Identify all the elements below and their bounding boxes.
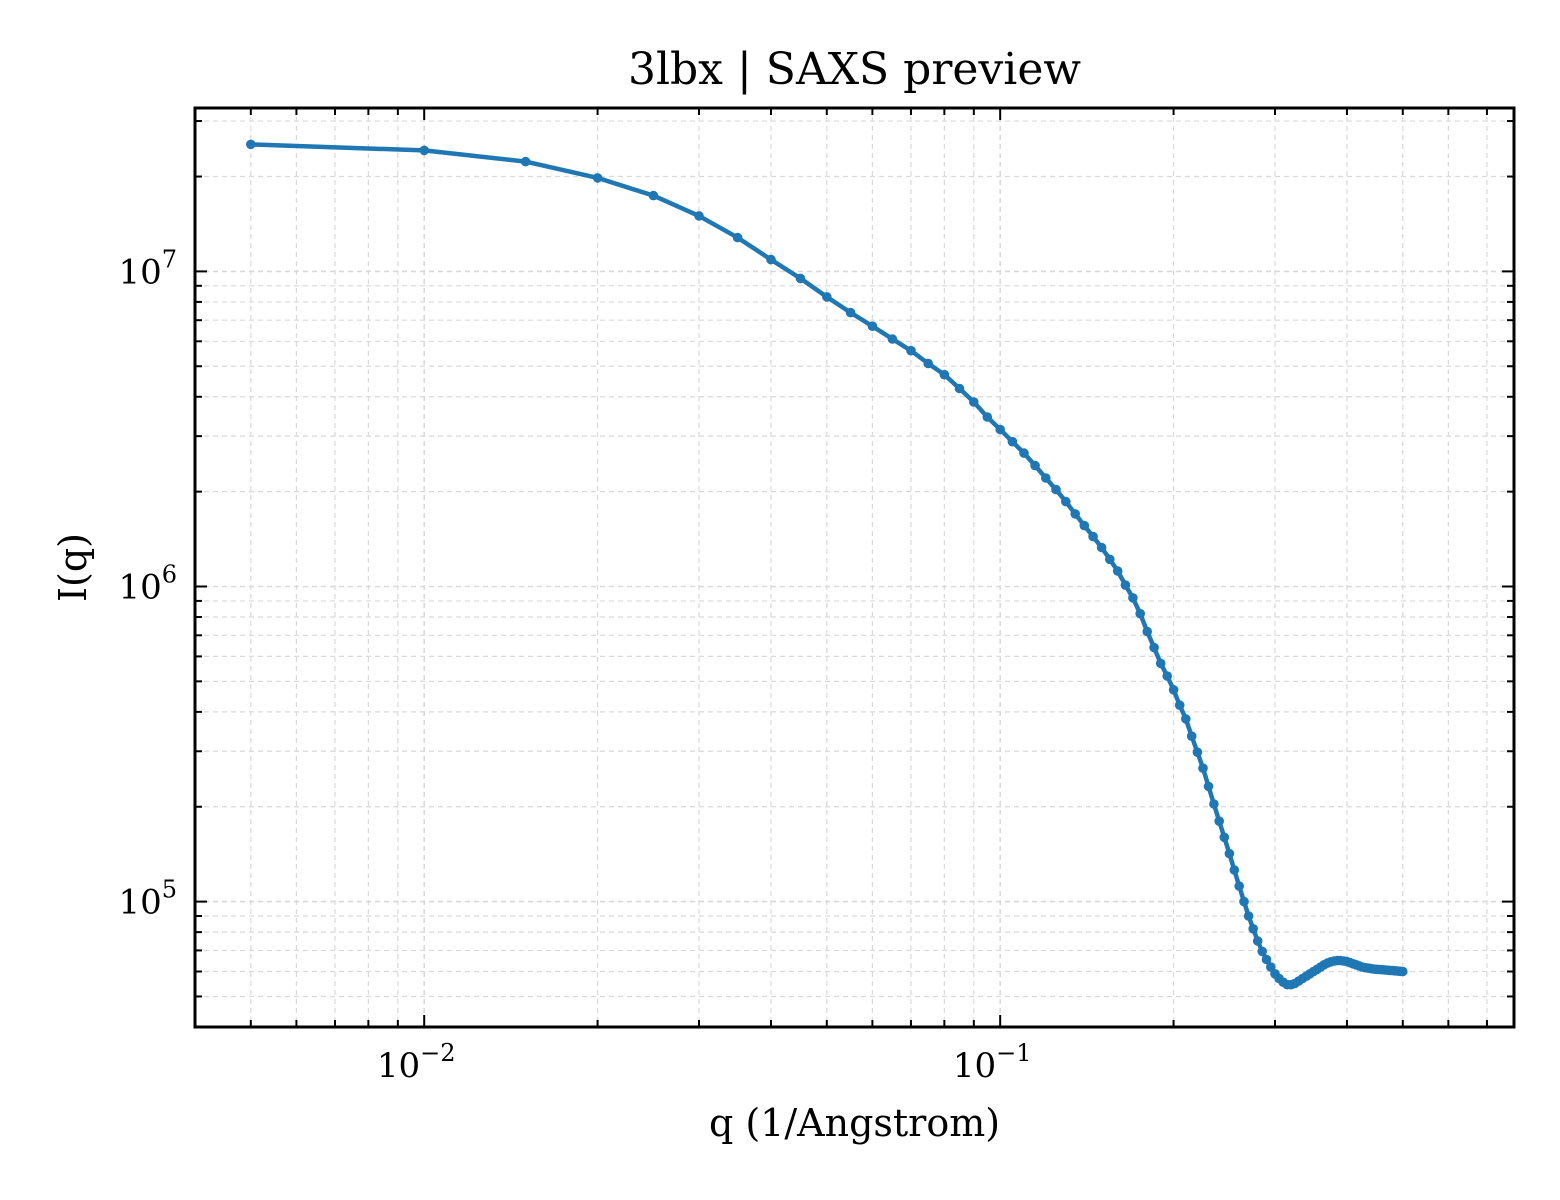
data-point — [1203, 781, 1214, 792]
data-point — [1142, 626, 1152, 637]
data-point — [1239, 896, 1249, 907]
data-point — [419, 145, 430, 156]
data-point — [1120, 580, 1131, 590]
data-point — [1088, 531, 1098, 542]
chart-title: 3lbx | SAXS preview — [628, 44, 1081, 95]
data-point — [1234, 881, 1244, 891]
plot-frame — [193, 106, 1516, 1029]
x-tick-label: 10−1 — [953, 1039, 1032, 1086]
data-point — [1174, 700, 1185, 710]
data-point — [1096, 542, 1107, 553]
data-point — [1019, 448, 1029, 458]
data-point — [1192, 747, 1203, 757]
data-point — [1214, 816, 1224, 826]
data-point — [1105, 554, 1115, 565]
minor-grid — [194, 108, 1514, 1028]
data-point — [795, 273, 806, 284]
data-point — [1186, 731, 1197, 741]
y-tick-label: 107 — [118, 245, 177, 292]
data-point — [1398, 966, 1408, 977]
data-point — [520, 156, 531, 167]
data-point — [954, 383, 965, 394]
data-point — [969, 397, 979, 407]
series-layer — [246, 139, 1408, 990]
data-point — [923, 358, 933, 369]
data-point — [592, 173, 603, 183]
data-point — [1061, 496, 1071, 507]
data-point — [246, 139, 256, 150]
data-point — [1070, 509, 1080, 519]
data-point — [1079, 520, 1090, 531]
data-point — [648, 190, 659, 201]
data-point — [1112, 566, 1123, 576]
data-point — [982, 412, 993, 422]
data-point — [1149, 642, 1159, 653]
major-grid — [195, 108, 1514, 1027]
data-point — [1229, 865, 1240, 875]
y-tick-label: 105 — [118, 876, 177, 923]
data-point — [1181, 714, 1191, 724]
data-point — [1257, 946, 1267, 957]
data-point — [1041, 473, 1051, 483]
data-point — [906, 345, 916, 356]
y-tick-label: 106 — [118, 560, 177, 607]
data-point — [1168, 685, 1179, 695]
data-point — [1155, 658, 1166, 669]
data-point — [1135, 608, 1145, 619]
data-point — [694, 211, 704, 221]
data-point — [1128, 593, 1138, 603]
tick-labels: 10−2 10−1 105 106 107 — [118, 245, 1031, 1086]
data-point — [1224, 848, 1235, 859]
data-point — [887, 334, 898, 344]
y-axis-label: I(q) — [51, 533, 95, 602]
data-point — [939, 369, 950, 380]
data-point — [1219, 832, 1230, 843]
data-point — [1030, 460, 1040, 471]
data-point — [1007, 436, 1018, 447]
data-point — [1252, 936, 1263, 946]
data-point — [732, 232, 743, 243]
data-point — [1261, 954, 1272, 965]
x-axis-label: q (1/Angstrom) — [709, 1101, 1000, 1145]
data-point — [1198, 763, 1208, 773]
data-point — [1248, 924, 1258, 934]
data-point — [867, 321, 878, 332]
data-point — [1209, 799, 1219, 809]
data-point — [1051, 484, 1061, 495]
data-point — [845, 307, 856, 318]
data-point — [766, 254, 776, 265]
data-point — [995, 424, 1005, 435]
data-point — [1162, 671, 1172, 681]
data-point — [822, 292, 832, 302]
data-point — [1243, 911, 1254, 921]
x-tick-label: 10−2 — [377, 1039, 456, 1086]
